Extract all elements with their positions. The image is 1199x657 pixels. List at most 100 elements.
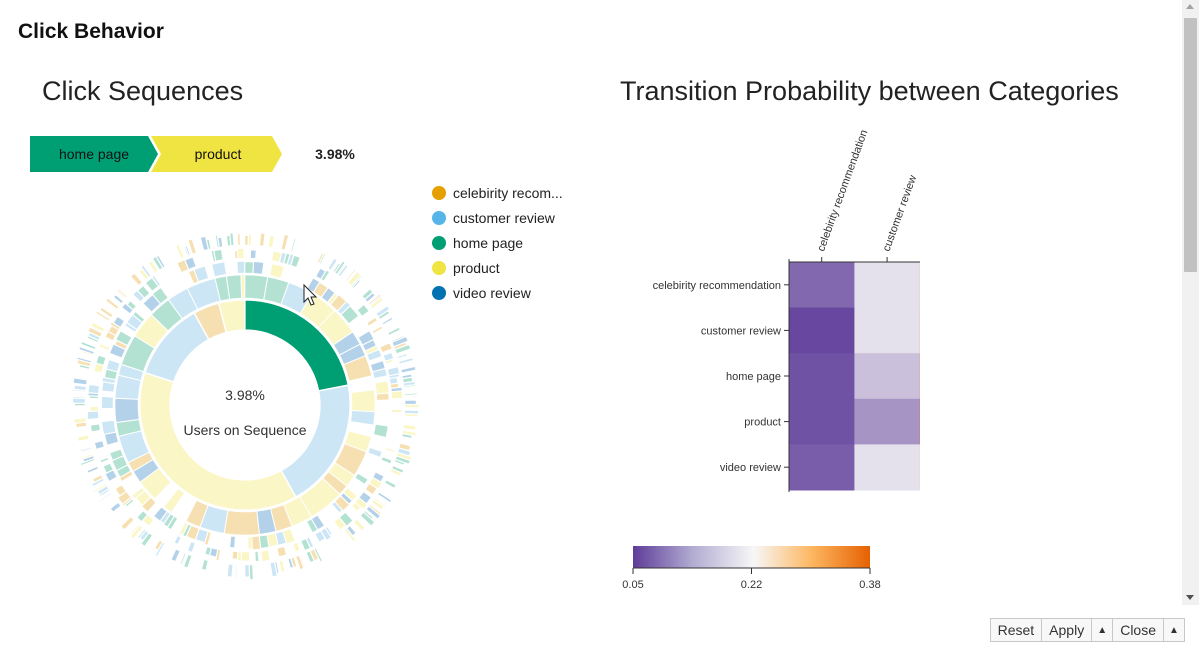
heatmap-cell[interactable] xyxy=(789,398,855,445)
sunburst-segment[interactable] xyxy=(95,311,111,322)
sunburst-segment[interactable] xyxy=(388,373,400,379)
sunburst-segment[interactable] xyxy=(73,377,88,385)
scroll-down-icon[interactable] xyxy=(1186,595,1194,600)
sunburst-segment[interactable] xyxy=(193,265,209,282)
sunburst-segment[interactable] xyxy=(116,289,127,300)
sunburst-segment[interactable] xyxy=(87,392,99,397)
sunburst-segment[interactable] xyxy=(117,288,128,299)
sunburst-segment[interactable] xyxy=(334,495,350,511)
sunburst-segment[interactable] xyxy=(370,297,384,309)
sunburst-segment[interactable] xyxy=(404,392,418,396)
sunburst-segment[interactable] xyxy=(375,305,390,317)
sunburst-segment[interactable] xyxy=(393,342,407,350)
sunburst-segment[interactable] xyxy=(270,504,293,532)
sunburst-segment[interactable] xyxy=(131,487,145,500)
sunburst-segment[interactable] xyxy=(351,275,363,287)
sunburst-segment[interactable] xyxy=(391,336,409,347)
sunburst-segment[interactable] xyxy=(274,561,280,574)
sunburst-segment[interactable] xyxy=(290,238,297,253)
scroll-up-icon[interactable] xyxy=(1186,4,1194,9)
sunburst-segment[interactable] xyxy=(353,519,366,531)
sunburst-segment[interactable] xyxy=(263,276,289,305)
sunburst-segment[interactable] xyxy=(74,403,86,406)
sunburst-segment[interactable] xyxy=(365,345,379,355)
sunburst-segment[interactable] xyxy=(266,533,279,547)
sunburst-segment[interactable] xyxy=(325,526,333,536)
sunburst-segment[interactable] xyxy=(269,561,278,577)
sunburst-segment[interactable] xyxy=(292,542,301,552)
sunburst-segment[interactable] xyxy=(124,498,134,508)
sunburst-segment[interactable] xyxy=(109,448,124,461)
sunburst-segment[interactable] xyxy=(244,235,249,246)
sunburst-segment[interactable] xyxy=(382,317,394,325)
sunburst-segment[interactable] xyxy=(260,549,271,562)
sunburst-segment[interactable] xyxy=(344,528,357,542)
sunburst-segment[interactable] xyxy=(333,517,346,531)
sunburst-segment[interactable] xyxy=(148,260,159,273)
sunburst-segment[interactable] xyxy=(234,250,238,259)
sunburst-segment[interactable] xyxy=(183,554,193,569)
sunburst-segment[interactable] xyxy=(387,366,400,376)
sunburst-segment[interactable] xyxy=(389,377,398,385)
sunburst-segment[interactable] xyxy=(402,377,413,383)
sunburst-segment[interactable] xyxy=(199,505,228,534)
sunburst-segment[interactable] xyxy=(130,524,140,535)
sunburst-segment[interactable] xyxy=(139,530,150,541)
sunburst-segment[interactable] xyxy=(327,258,338,271)
sunburst-segment[interactable] xyxy=(105,469,118,482)
sunburst-segment[interactable] xyxy=(215,234,220,248)
sunburst-segment[interactable] xyxy=(140,264,152,278)
sunburst-segment[interactable] xyxy=(206,239,212,250)
sunburst-segment[interactable] xyxy=(99,343,110,351)
sunburst-segment[interactable] xyxy=(299,554,306,568)
sunburst-segment[interactable] xyxy=(402,430,417,436)
sunburst-segment[interactable] xyxy=(78,452,93,459)
sunburst-segment[interactable] xyxy=(95,355,107,366)
close-button[interactable]: Close xyxy=(1112,618,1164,642)
sunburst-segment[interactable] xyxy=(201,559,209,571)
sunburst-segment[interactable] xyxy=(337,301,351,315)
sunburst-segment[interactable] xyxy=(279,252,287,264)
sunburst-segment[interactable] xyxy=(351,502,361,512)
sunburst-segment[interactable] xyxy=(343,487,358,501)
sunburst-segment[interactable] xyxy=(311,514,325,530)
sunburst-segment[interactable] xyxy=(403,384,416,388)
sunburst-segment[interactable] xyxy=(278,560,286,573)
sunburst-segment[interactable] xyxy=(115,330,132,346)
sunburst-segment[interactable] xyxy=(126,314,143,330)
sunburst-segment[interactable] xyxy=(185,245,191,256)
sunburst-segment[interactable] xyxy=(313,282,329,298)
sunburst-segment[interactable] xyxy=(251,535,261,550)
sunburst-segment[interactable] xyxy=(78,346,95,355)
sunburst-segment[interactable] xyxy=(137,285,150,299)
sunburst-segment[interactable] xyxy=(213,249,224,262)
sunburst-segment[interactable] xyxy=(195,528,209,543)
sunburst-segment[interactable] xyxy=(365,483,378,495)
sunburst-segment[interactable] xyxy=(403,381,416,387)
sunburst-segment[interactable] xyxy=(318,252,327,265)
sunburst-segment[interactable] xyxy=(204,546,212,556)
sunburst-segment[interactable] xyxy=(391,390,403,399)
heatmap-cell[interactable] xyxy=(854,398,920,445)
sunburst-segment[interactable] xyxy=(90,322,105,333)
sunburst-segment[interactable] xyxy=(126,300,137,311)
sunburst-segment[interactable] xyxy=(179,245,186,258)
sunburst-segment[interactable] xyxy=(339,344,366,365)
sunburst-segment[interactable] xyxy=(176,259,189,273)
sunburst-segment[interactable] xyxy=(187,278,221,310)
sunburst-segment[interactable] xyxy=(371,499,384,510)
sunburst-segment[interactable] xyxy=(80,447,92,452)
sunburst-segment[interactable] xyxy=(170,548,181,562)
sunburst-segment[interactable] xyxy=(111,455,128,471)
sunburst-segment[interactable] xyxy=(105,297,120,310)
sunburst-segment[interactable] xyxy=(244,564,250,578)
sunburst-segment[interactable] xyxy=(314,530,326,543)
sunburst-segment[interactable] xyxy=(306,518,318,533)
sunburst-segment[interactable] xyxy=(168,288,198,319)
sunburst-segment[interactable] xyxy=(241,551,250,562)
sunburst-segment[interactable] xyxy=(134,314,169,349)
sunburst-segment[interactable] xyxy=(175,244,185,259)
sunburst-segment[interactable] xyxy=(119,470,134,482)
sunburst-segment[interactable] xyxy=(367,447,383,458)
sunburst-segment[interactable] xyxy=(124,322,137,333)
